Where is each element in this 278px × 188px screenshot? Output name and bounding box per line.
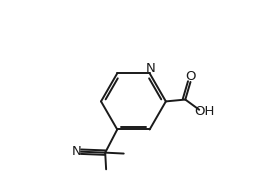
Text: OH: OH bbox=[194, 105, 215, 118]
Text: O: O bbox=[185, 70, 196, 83]
Text: N: N bbox=[72, 145, 82, 158]
Text: N: N bbox=[146, 62, 155, 75]
